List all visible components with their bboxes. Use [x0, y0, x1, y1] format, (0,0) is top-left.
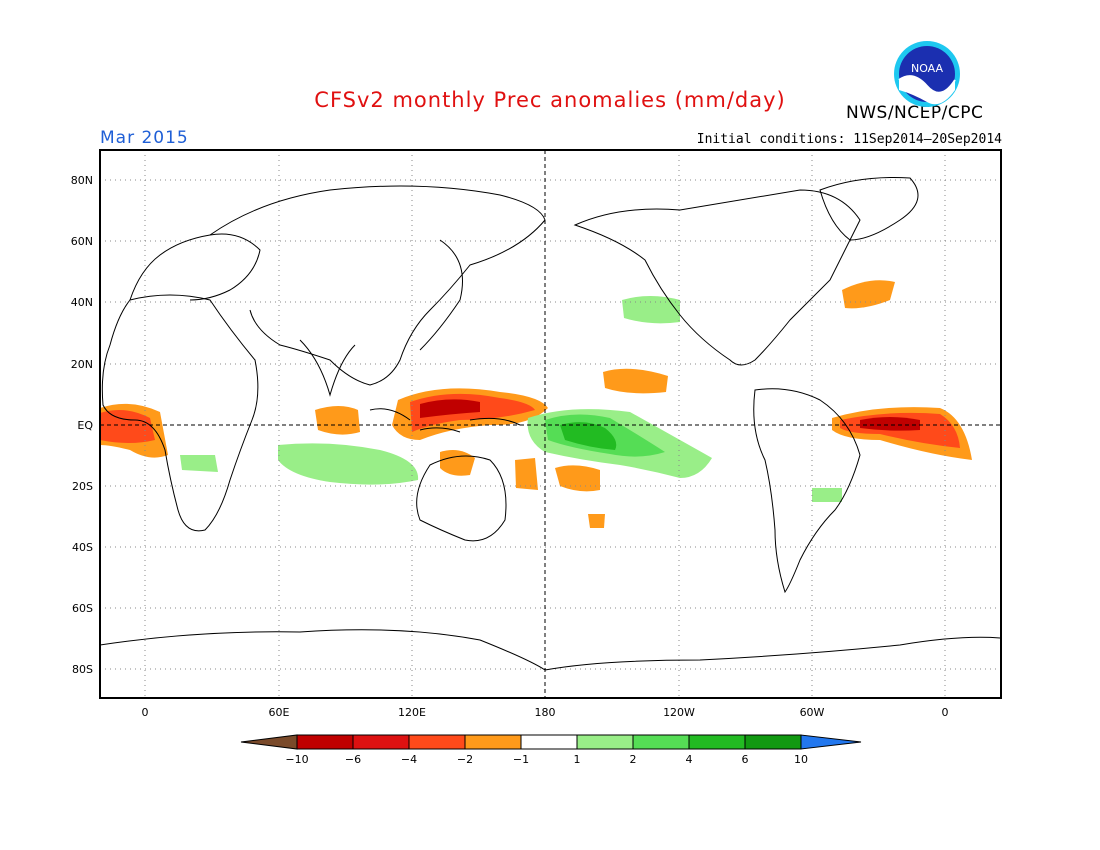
noaa-logo-icon: NOAA — [894, 41, 960, 107]
lon-axis: 0 60E 120E 180 120W 60W 0 — [142, 706, 949, 719]
colorbar-swatch — [296, 734, 354, 750]
colorbar-label: −2 — [457, 753, 473, 766]
anomaly-south-pacific — [555, 465, 600, 492]
anomaly-atlantic-west-core — [100, 409, 155, 443]
anomaly-south-indian — [278, 443, 419, 485]
greenland-outline — [819, 177, 919, 241]
colorbar-label: 6 — [742, 753, 749, 766]
lat-tick-label: 20N — [71, 358, 93, 371]
antarctica-outline — [99, 629, 1001, 671]
asia-outline — [209, 185, 546, 386]
anomaly-central-pacific-core — [560, 422, 617, 450]
lat-axis: 80N 60N 40N 20N EQ 20S 40S 60S 80S — [71, 174, 94, 676]
forecast-month: Mar 2015 — [100, 128, 189, 148]
colorbar-label: 2 — [630, 753, 637, 766]
south-america-outline — [753, 388, 861, 594]
colorbar-label: 1 — [574, 753, 581, 766]
lon-tick-label: 60E — [269, 706, 290, 719]
anomaly-coral-sea — [515, 458, 538, 490]
anomaly-nw-atlantic — [842, 280, 895, 309]
lat-tick-label: 60S — [72, 602, 93, 615]
lat-tick-label: 40N — [71, 296, 93, 309]
colorbar-max-arrow — [800, 734, 862, 750]
lon-tick-label: 120E — [398, 706, 426, 719]
coastlines — [99, 177, 1001, 671]
anomaly-south-america — [812, 488, 842, 502]
initial-conditions: Initial conditions: 11Sep2014–20Sep2014 — [696, 132, 1002, 147]
anomaly-australia-orange — [440, 450, 475, 476]
colorbar-swatch — [352, 734, 410, 750]
colorbar-label: −6 — [345, 753, 361, 766]
colorbar-label: −4 — [401, 753, 417, 766]
indonesia-outline — [369, 408, 521, 433]
lat-tick-label: 60N — [71, 235, 93, 248]
anomaly-south-pacific-2 — [588, 514, 605, 528]
lat-tick-label: 40S — [72, 541, 93, 554]
lat-tick-label: 80N — [71, 174, 93, 187]
colorbar-swatch — [520, 734, 578, 750]
east-asia-outline — [419, 239, 463, 351]
anomaly-atlantic-east-max — [860, 417, 920, 431]
lat-tick-label: 80S — [72, 663, 93, 676]
europe-outline — [129, 233, 261, 301]
anomaly-indian-ocean — [315, 406, 360, 435]
agency-label: NWS/NCEP/CPC — [846, 103, 984, 123]
colorbar-label: 4 — [686, 753, 693, 766]
lon-tick-label: 180 — [535, 706, 556, 719]
lat-tick-label: 20S — [72, 480, 93, 493]
lon-tick-label: 120W — [663, 706, 695, 719]
colorbar-swatch — [576, 734, 634, 750]
africa-outline — [101, 294, 259, 532]
anomaly-north-pacific-green — [622, 296, 680, 324]
lon-tick-label: 0 — [942, 706, 949, 719]
colorbar-min-arrow — [240, 734, 298, 750]
anomaly-west-pacific-max — [420, 399, 480, 418]
lon-tick-label: 60W — [800, 706, 825, 719]
colorbar: −10 −6 −4 −2 −1 1 2 4 6 10 — [240, 734, 862, 766]
logo-text: NOAA — [911, 62, 944, 75]
map-grid — [100, 150, 1001, 698]
anomaly-north-pacific — [603, 368, 668, 394]
india-outline — [299, 339, 356, 397]
colorbar-swatch — [408, 734, 466, 750]
lon-tick-label: 0 — [142, 706, 149, 719]
colorbar-swatch — [464, 734, 522, 750]
colorbar-swatch — [688, 734, 746, 750]
colorbar-label: −10 — [285, 753, 308, 766]
colorbar-label: 10 — [794, 753, 808, 766]
anomaly-fields — [100, 280, 972, 528]
colorbar-label: −1 — [513, 753, 529, 766]
lat-tick-label: EQ — [77, 419, 93, 432]
map-frame — [99, 149, 1002, 699]
colorbar-swatch — [632, 734, 690, 750]
map-title: CFSv2 monthly Prec anomalies (mm/day) — [314, 88, 786, 112]
colorbar-swatch — [744, 734, 802, 750]
anomaly-africa — [180, 455, 218, 472]
north-america-outline — [573, 189, 861, 366]
australia-outline — [416, 455, 507, 542]
